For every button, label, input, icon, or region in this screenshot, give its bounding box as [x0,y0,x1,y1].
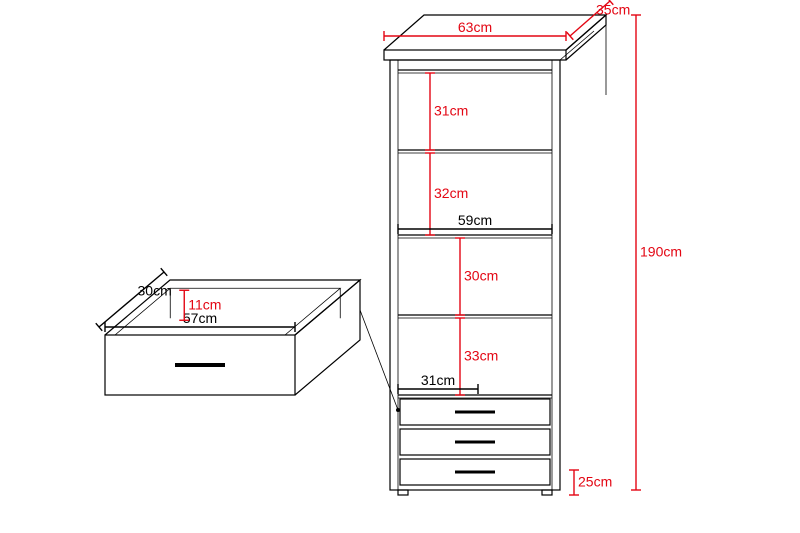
dim-depth-35: 35cm [596,2,630,18]
drawer-handle [455,411,495,414]
drawer-iso-handle [175,363,225,367]
dim-drawer-30: 30cm [138,283,172,299]
dim-shelf-31a: 31cm [434,103,468,119]
dim-inner-59: 59cm [458,212,492,228]
dim-height-190: 190cm [640,244,682,260]
dim-shelf-32: 32cm [434,185,468,201]
dim-shelf-31b: 31cm [421,372,455,388]
dim-width-63: 63cm [458,19,492,35]
bookcase [384,15,606,495]
drawer-handle [455,471,495,474]
dim-shelf-33: 33cm [464,348,498,364]
dim-drawer-11: 11cm [188,296,221,312]
top-cap [384,50,566,60]
dim-foot-25: 25cm [578,474,612,490]
drawer-handle [455,441,495,444]
dim-shelf-30: 30cm [464,268,498,284]
dim-drawer-57: 57cm [183,310,217,326]
